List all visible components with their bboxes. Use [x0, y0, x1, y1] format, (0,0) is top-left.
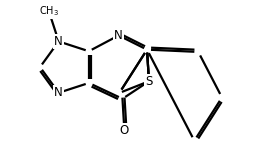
Text: CH$_3$: CH$_3$ — [39, 4, 59, 18]
Text: S: S — [145, 75, 153, 88]
Text: O: O — [120, 124, 129, 137]
Text: N: N — [54, 35, 63, 48]
Text: N: N — [145, 75, 153, 88]
Text: N: N — [114, 29, 123, 42]
Text: N: N — [54, 86, 63, 99]
